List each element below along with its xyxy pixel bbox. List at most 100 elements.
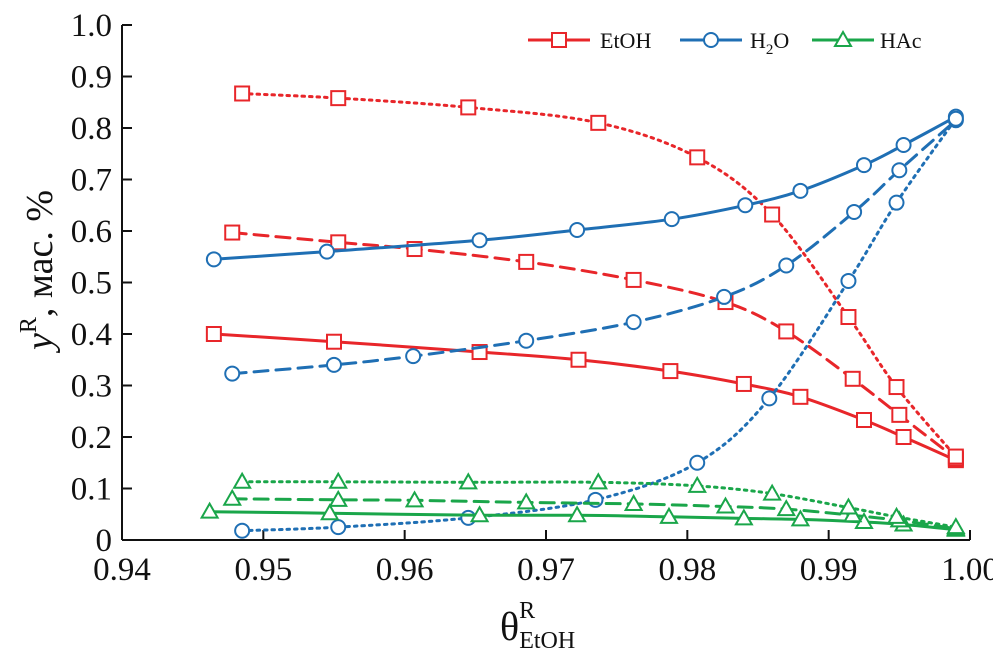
data-point-marker <box>625 314 642 331</box>
series-line <box>212 115 958 261</box>
x-tick-label: 0.95 <box>234 552 292 588</box>
data-point-marker <box>886 506 907 524</box>
legend-marker <box>551 32 567 48</box>
series-line <box>230 231 958 461</box>
data-point-marker <box>844 370 861 387</box>
x-tick-label: 0.97 <box>517 552 575 588</box>
x-axis-title: θR EtOH <box>500 598 575 654</box>
x-tick-label: 0.94 <box>93 552 151 588</box>
y-tick-label: 0.5 <box>71 266 112 302</box>
data-point-marker <box>715 496 736 514</box>
series-etoh-dotted <box>234 85 964 465</box>
data-point-marker <box>856 412 872 429</box>
data-point-marker <box>776 499 796 517</box>
series-hac-dotted <box>232 471 966 535</box>
series-line <box>240 480 958 529</box>
data-point-marker <box>778 257 795 274</box>
plot-area: 0 0.1 0.2 0.3 0.4 0.5 0.6 0.7 0.8 0.9 1.0 0.94 0.95… <box>71 8 993 588</box>
x-axis-title-sup: R <box>519 598 535 624</box>
data-point-marker <box>659 506 679 524</box>
data-point-marker <box>326 356 342 373</box>
data-point-marker <box>687 475 707 493</box>
x-axis-title-sub: EtOH <box>519 628 575 654</box>
y-tick-label: 0.8 <box>71 111 112 147</box>
data-point-marker <box>567 505 587 523</box>
data-point-marker <box>328 471 348 489</box>
x-tick-label: 0.98 <box>658 552 716 588</box>
y-tick-label: 0 <box>96 523 113 559</box>
y-axis-title-base: y <box>19 333 61 354</box>
data-point-marker <box>689 149 706 166</box>
data-point-marker <box>891 406 908 423</box>
data-point-marker <box>234 85 251 102</box>
data-point-marker <box>888 194 905 211</box>
data-point-marker <box>320 503 340 521</box>
x-axis-title-base: θ <box>500 604 519 649</box>
y-tick-label: 0.4 <box>71 317 112 353</box>
legend-label-h2o: H2O <box>750 28 789 58</box>
data-point-marker <box>518 253 535 270</box>
data-point-marker <box>330 90 347 107</box>
x-tick-label: 0.96 <box>376 552 434 588</box>
y-axis-title-sup: R <box>16 317 42 333</box>
data-point-marker <box>518 332 535 349</box>
data-point-marker <box>762 483 782 501</box>
data-point-marker <box>735 375 752 392</box>
series-h2o-solid <box>205 108 964 268</box>
data-point-marker <box>840 309 857 326</box>
data-point-marker <box>895 136 912 153</box>
data-point-marker <box>838 497 859 515</box>
data-point-marker <box>761 390 778 407</box>
series-layer <box>199 85 966 539</box>
data-point-marker <box>330 519 347 536</box>
data-point-marker <box>623 493 644 511</box>
legend: EtOH H2O HAc <box>528 28 922 58</box>
data-point-marker <box>764 206 781 223</box>
y-tick-label: 0.2 <box>71 420 112 456</box>
legend-label-h2o-base: H <box>750 28 766 53</box>
data-point-marker <box>234 522 251 539</box>
data-point-marker <box>205 251 222 268</box>
data-point-marker <box>947 448 964 465</box>
y-axis-title: yR, мас. % <box>16 190 61 354</box>
data-point-marker <box>469 505 490 523</box>
legend-label-h2o-sub: 2 <box>766 42 774 58</box>
y-tick-label: 0.9 <box>71 60 112 96</box>
y-tick-label: 0.1 <box>71 472 112 508</box>
legend-label-h2o-tail: O <box>773 28 789 53</box>
legend-marker <box>833 29 853 47</box>
data-point-marker <box>328 489 348 507</box>
legend-label-etoh: EtOH <box>600 28 651 53</box>
x-tick-label: 1.00 <box>941 552 993 588</box>
data-point-marker <box>471 232 488 249</box>
data-point-marker <box>947 110 964 127</box>
data-point-marker <box>326 333 342 350</box>
y-tick-label: 0.6 <box>71 214 112 250</box>
data-point-marker <box>840 272 857 289</box>
y-tick-label: 1.0 <box>71 8 112 44</box>
legend-label-hac: HAc <box>880 28 922 53</box>
data-point-marker <box>516 492 536 510</box>
data-point-marker <box>888 379 905 396</box>
data-point-marker <box>737 197 754 214</box>
data-point-marker <box>569 221 586 238</box>
x-tick-label: 0.99 <box>800 552 858 588</box>
y-axis-ticks: 0 0.1 0.2 0.3 0.4 0.5 0.6 0.7 0.8 0.9 1.0 <box>71 8 132 559</box>
data-point-marker <box>570 351 587 368</box>
data-point-marker <box>734 508 754 526</box>
data-point-marker <box>792 182 809 199</box>
y-tick-label: 0.7 <box>71 163 112 199</box>
data-point-marker <box>224 365 241 382</box>
data-point-marker <box>460 99 477 116</box>
data-point-marker <box>689 454 706 471</box>
data-point-marker <box>318 243 335 260</box>
data-point-marker <box>663 211 680 228</box>
legend-marker <box>703 32 719 48</box>
data-point-marker <box>891 162 908 179</box>
data-point-marker <box>224 224 241 241</box>
data-point-marker <box>790 509 811 527</box>
data-point-marker <box>946 517 966 535</box>
series-line <box>230 118 958 376</box>
y-tick-label: 0.3 <box>71 369 112 405</box>
